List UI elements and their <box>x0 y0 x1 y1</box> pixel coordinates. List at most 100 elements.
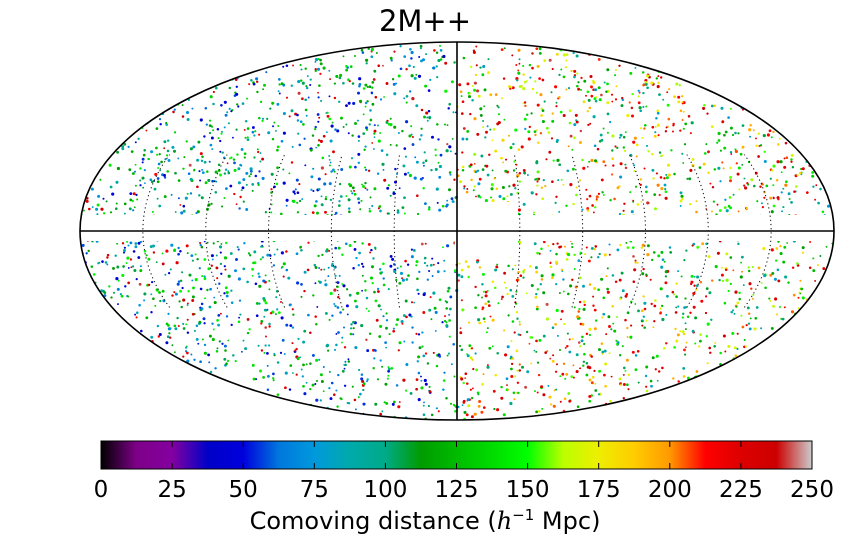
galaxy-point <box>622 209 625 212</box>
galaxy-point <box>282 168 285 171</box>
galaxy-point <box>565 59 568 62</box>
galaxy-point <box>415 73 418 76</box>
galaxy-point <box>280 316 284 320</box>
galaxy-point <box>443 270 446 273</box>
galaxy-point <box>246 331 250 335</box>
galaxy-point <box>438 355 442 358</box>
galaxy-point <box>474 285 477 289</box>
galaxy-point <box>282 262 286 266</box>
galaxy-point <box>354 165 357 169</box>
galaxy-point <box>143 299 146 302</box>
galaxy-point <box>260 322 263 325</box>
galaxy-point <box>435 187 439 191</box>
galaxy-point <box>567 292 570 296</box>
galaxy-point <box>498 194 502 198</box>
galaxy-point <box>482 373 485 376</box>
galaxy-point <box>466 82 470 86</box>
galaxy-point <box>754 316 758 320</box>
galaxy-point <box>468 95 471 99</box>
galaxy-point <box>622 396 626 400</box>
galaxy-point <box>395 172 399 176</box>
colorbar-tick-label: 50 <box>229 477 258 503</box>
galaxy-point <box>348 182 351 186</box>
galaxy-point <box>212 90 215 94</box>
galaxy-point <box>327 275 330 278</box>
galaxy-point <box>177 179 181 182</box>
galaxy-point <box>268 279 271 282</box>
galaxy-point <box>536 288 539 291</box>
galaxy-point <box>517 270 520 274</box>
galaxy-point <box>547 244 550 247</box>
galaxy-point <box>291 308 294 311</box>
galaxy-point <box>684 328 687 331</box>
galaxy-point <box>481 382 484 386</box>
galaxy-point <box>223 100 227 104</box>
galaxy-point <box>291 326 295 329</box>
galaxy-point <box>560 178 563 181</box>
galaxy-point <box>680 194 684 198</box>
galaxy-point <box>448 102 452 106</box>
galaxy-point <box>135 278 138 281</box>
galaxy-point <box>637 309 640 313</box>
galaxy-point <box>671 290 675 294</box>
galaxy-point <box>606 82 609 86</box>
galaxy-point <box>454 152 457 155</box>
galaxy-point <box>289 324 293 327</box>
galaxy-point <box>572 364 575 367</box>
galaxy-point <box>145 316 149 320</box>
galaxy-point <box>644 185 648 189</box>
galaxy-point <box>134 163 137 166</box>
galaxy-point <box>365 62 368 65</box>
galaxy-point <box>569 134 573 138</box>
galaxy-point <box>787 192 791 196</box>
galaxy-point <box>473 185 476 188</box>
galaxy-point <box>108 163 112 167</box>
galaxy-point <box>600 342 604 345</box>
galaxy-point <box>587 259 591 263</box>
galaxy-point <box>424 159 428 162</box>
galaxy-point <box>251 126 255 129</box>
galaxy-point <box>136 198 139 201</box>
colorbar-tick-label: 250 <box>790 477 834 503</box>
galaxy-point <box>420 386 424 390</box>
galaxy-point <box>653 193 657 196</box>
galaxy-point <box>371 204 374 208</box>
galaxy-point <box>313 263 317 267</box>
galaxy-point <box>320 99 323 102</box>
galaxy-point <box>272 101 275 105</box>
galaxy-point <box>637 381 640 384</box>
galaxy-point <box>611 149 614 152</box>
galaxy-point <box>447 107 450 110</box>
galaxy-point <box>398 281 402 285</box>
galaxy-point <box>358 368 361 372</box>
galaxy-point <box>577 259 581 262</box>
galaxy-point <box>721 279 725 283</box>
galaxy-point <box>606 68 610 72</box>
galaxy-point <box>797 307 800 310</box>
galaxy-point <box>201 168 204 171</box>
galaxy-point <box>477 318 481 322</box>
galaxy-point <box>264 211 268 214</box>
galaxy-point <box>606 267 609 270</box>
galaxy-point <box>636 349 640 353</box>
galaxy-point <box>784 275 788 279</box>
galaxy-point <box>466 188 469 190</box>
galaxy-point <box>541 119 545 124</box>
galaxy-point <box>747 183 750 186</box>
galaxy-point <box>293 192 296 195</box>
galaxy-point <box>713 345 716 348</box>
galaxy-point <box>658 93 661 96</box>
galaxy-point <box>585 332 589 336</box>
galaxy-point <box>303 392 307 396</box>
galaxy-point <box>136 311 139 314</box>
galaxy-point <box>659 76 663 79</box>
galaxy-point <box>522 168 526 172</box>
galaxy-point <box>211 148 214 151</box>
galaxy-point <box>585 362 589 365</box>
galaxy-point <box>328 182 332 186</box>
galaxy-point <box>134 170 136 173</box>
galaxy-point <box>210 254 214 258</box>
galaxy-point <box>305 363 308 366</box>
galaxy-point <box>512 183 516 187</box>
galaxy-point <box>653 320 656 323</box>
